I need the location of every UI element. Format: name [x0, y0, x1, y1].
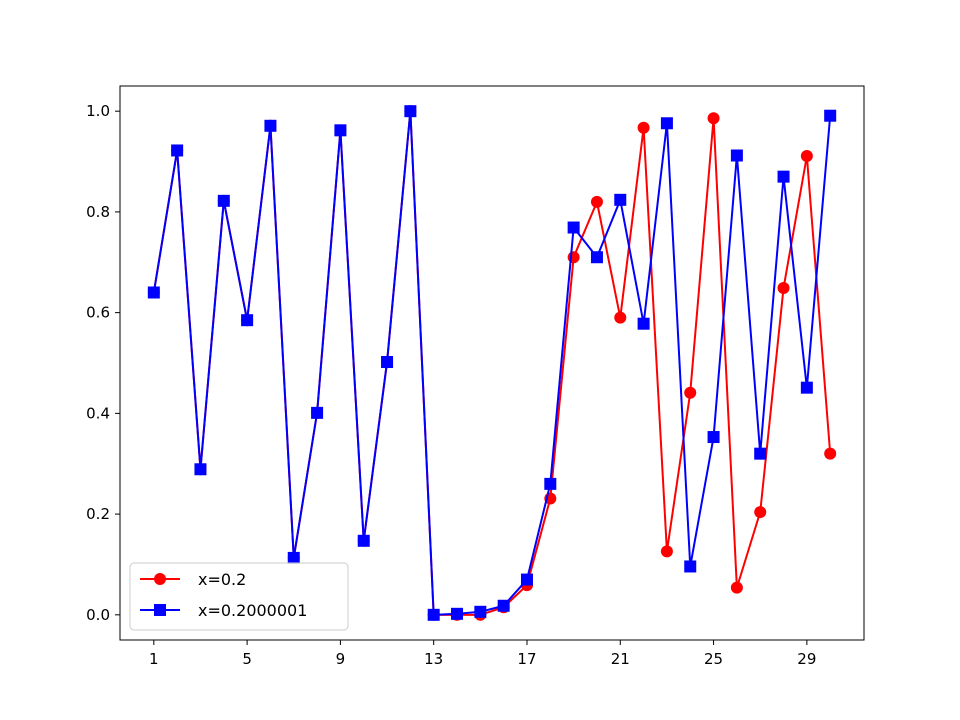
data-point	[777, 281, 790, 294]
data-point	[660, 117, 673, 130]
data-point	[684, 386, 697, 399]
data-point	[520, 573, 533, 586]
x-tick-label: 25	[704, 650, 723, 668]
data-point	[684, 560, 697, 573]
data-point	[311, 406, 324, 419]
data-point	[241, 314, 254, 327]
data-point	[777, 170, 790, 183]
axes: 1 5 9 13 17 21 25 29 0.0 0.2 0.4 0.6 0.8 1.0	[86, 85, 865, 668]
y-tick-label: 0.6	[86, 304, 110, 322]
data-point	[334, 124, 347, 137]
series-line-2	[152, 110, 832, 616]
y-tick-label: 0.4	[86, 404, 110, 422]
legend-marker	[154, 573, 166, 585]
legend-marker	[154, 604, 166, 616]
legend: x=0.2 x=0.2000001	[129, 562, 349, 631]
data-point	[824, 109, 837, 122]
axes-frame	[119, 85, 865, 641]
legend-label: x=0.2000001	[198, 601, 307, 620]
data-point	[660, 545, 673, 558]
x-tick-label: 13	[424, 650, 443, 668]
data-point	[707, 112, 720, 125]
data-point	[147, 286, 160, 299]
data-point	[590, 251, 603, 264]
data-point	[451, 607, 464, 620]
x-tick-label: 17	[517, 650, 536, 668]
y-tick-label: 0.0	[86, 606, 110, 624]
data-point	[217, 194, 230, 207]
y-tick-label: 0.2	[86, 505, 110, 523]
data-point	[614, 193, 627, 206]
legend-label: x=0.2	[198, 570, 246, 589]
data-point	[754, 447, 767, 460]
data-point	[427, 608, 440, 621]
x-tick-label: 9	[336, 650, 346, 668]
plot-area	[147, 105, 837, 621]
data-point	[637, 317, 650, 330]
x-tick-label: 29	[797, 650, 816, 668]
data-point	[194, 463, 207, 476]
data-point	[590, 195, 603, 208]
data-point	[730, 149, 743, 162]
y-tick-label: 0.8	[86, 203, 110, 221]
data-point	[800, 150, 813, 163]
data-point	[754, 506, 767, 519]
legend-box	[129, 562, 349, 631]
data-point	[544, 477, 557, 490]
data-point	[637, 121, 650, 134]
data-point	[287, 551, 300, 564]
data-point	[474, 605, 487, 618]
data-point	[707, 431, 720, 444]
y-tick-label: 1.0	[86, 102, 110, 120]
data-point	[800, 381, 813, 394]
data-point	[614, 311, 627, 324]
data-point	[404, 105, 417, 118]
data-point	[171, 144, 184, 157]
data-point	[567, 221, 580, 234]
data-point	[497, 599, 510, 612]
x-tick-label: 1	[149, 650, 159, 668]
data-point	[264, 119, 277, 132]
data-point	[357, 534, 370, 547]
x-tick-label: 21	[611, 650, 630, 668]
data-point	[824, 447, 837, 460]
data-point	[381, 355, 394, 368]
data-point	[567, 251, 580, 264]
data-point	[730, 581, 743, 594]
x-tick-label: 5	[242, 650, 252, 668]
